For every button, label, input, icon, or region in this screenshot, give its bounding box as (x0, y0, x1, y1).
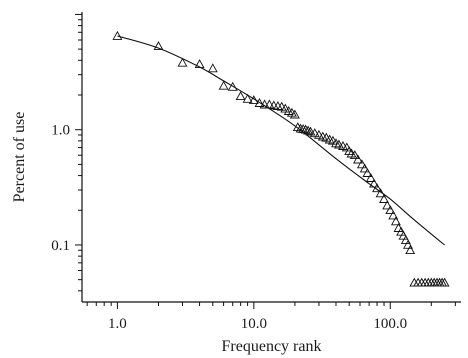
data-point (400, 235, 411, 245)
data-point (227, 81, 238, 91)
data-point (362, 167, 373, 177)
data-point (353, 154, 363, 164)
data-point (390, 216, 401, 226)
data-point (333, 139, 344, 149)
data-point (375, 188, 386, 198)
data-point (235, 91, 246, 101)
x-tick-label: 10.0 (241, 316, 267, 332)
data-point (194, 59, 205, 69)
data-point (356, 159, 367, 169)
data-point (369, 178, 379, 188)
data-point (305, 126, 316, 136)
data-point (280, 103, 291, 113)
data-point (303, 125, 314, 135)
data-point (379, 193, 389, 203)
data-point (259, 99, 270, 109)
x-tick-label: 100.0 (373, 316, 407, 332)
data-point (382, 200, 393, 210)
fit-line-layer (117, 35, 445, 246)
data-point (298, 124, 309, 134)
data-point (403, 239, 413, 249)
data-point (264, 99, 275, 109)
data-point (317, 131, 328, 141)
x-axis-title: Frequency rank (222, 338, 322, 355)
data-point (289, 109, 300, 119)
data-point (254, 97, 265, 107)
data-point (349, 150, 360, 160)
y-tick-label: 0.1 (51, 238, 70, 254)
data-point (309, 128, 320, 138)
x-tick-label: 1.0 (108, 316, 127, 332)
y-tick-label: 1.0 (51, 123, 70, 139)
data-point (313, 129, 324, 139)
data-point (372, 183, 382, 193)
data-point (344, 146, 355, 156)
y-axis-title: Percent of use (11, 112, 28, 203)
data-point (112, 30, 123, 40)
fit-line (117, 35, 445, 246)
data-point (295, 123, 306, 133)
data-point (248, 95, 259, 105)
data-point (398, 230, 409, 240)
data-point (359, 163, 370, 173)
data-point (207, 63, 218, 73)
data-points-layer (112, 30, 450, 287)
labels-layer: 1.0 10.0 100.0 0.1 1.0 (51, 123, 407, 332)
data-point (439, 277, 450, 287)
data-point (177, 57, 188, 67)
data-point (218, 80, 229, 90)
data-point (365, 172, 376, 182)
data-point (385, 205, 396, 215)
data-point (292, 122, 303, 132)
data-point (388, 210, 399, 220)
data-point (405, 245, 416, 255)
axes (75, 12, 461, 309)
data-point (153, 41, 164, 51)
data-point (242, 93, 253, 103)
data-point (300, 124, 311, 134)
data-point (331, 138, 341, 148)
